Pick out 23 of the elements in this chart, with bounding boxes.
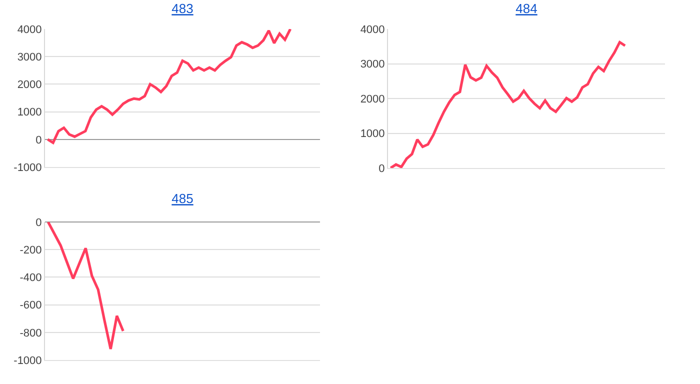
y-tick-label: 0: [378, 162, 385, 175]
y-tick-label: -1000: [14, 354, 42, 367]
y-tick-label: 2000: [17, 79, 42, 92]
y-tick-label: -1000: [14, 162, 42, 174]
y-tick-label: 0: [36, 134, 42, 146]
line-series: [389, 40, 626, 168]
y-tick-label: 3000: [17, 51, 42, 64]
y-tick-label: 4000: [360, 24, 385, 36]
y-tick-label: 2000: [360, 93, 385, 106]
chart-title: 484: [516, 1, 538, 16]
line-series: [46, 222, 124, 350]
line-series: [46, 29, 292, 144]
y-tick-label: 1000: [360, 128, 385, 140]
y-tick-label: -800: [20, 327, 42, 340]
y-tick-label: 3000: [360, 58, 385, 71]
y-tick-label: -600: [20, 300, 42, 312]
chart-title: 483: [172, 1, 194, 16]
y-tick-label: 0: [36, 216, 42, 229]
y-tick-label: 1000: [17, 106, 42, 119]
y-tick-label: 4000: [17, 24, 42, 36]
y-tick-label: -400: [20, 272, 42, 284]
y-tick-label: -200: [20, 244, 42, 256]
chart-title: 485: [172, 191, 194, 206]
